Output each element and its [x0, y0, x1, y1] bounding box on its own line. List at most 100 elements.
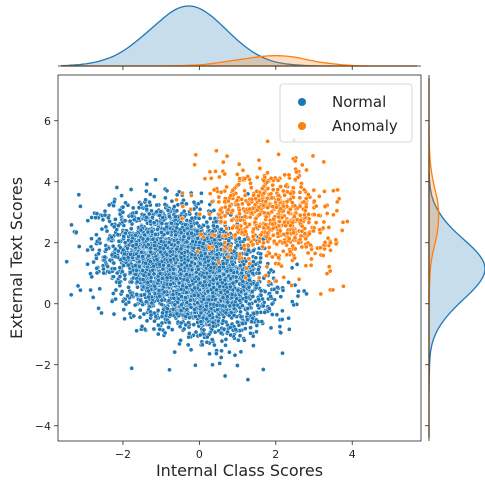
point-normal-2791 — [217, 361, 223, 366]
point-normal-2222 — [262, 289, 268, 294]
point-normal-3482 — [236, 235, 242, 241]
point-anomaly-409 — [302, 208, 308, 214]
x-tick-label: 0 — [196, 448, 203, 461]
point-normal-3406 — [178, 320, 184, 326]
point-normal-3068 — [112, 254, 118, 259]
point-normal-1987 — [188, 347, 194, 353]
point-normal-3996 — [231, 302, 237, 308]
point-normal-2500 — [204, 219, 210, 225]
point-normal-4099 — [227, 284, 233, 290]
point-normal-1172 — [111, 311, 117, 317]
point-anomaly-221 — [296, 276, 302, 282]
point-anomaly-519 — [250, 242, 256, 247]
point-anomaly-188 — [246, 236, 251, 242]
point-anomaly-588 — [222, 213, 228, 219]
point-normal-2524 — [207, 216, 213, 221]
point-anomaly-275 — [273, 278, 279, 284]
point-anomaly-511 — [316, 194, 322, 199]
point-anomaly-627 — [222, 244, 228, 250]
point-normal-1468 — [260, 367, 266, 372]
point-normal-2979 — [123, 200, 128, 206]
point-normal-3852 — [235, 287, 241, 293]
point-anomaly-481 — [244, 265, 249, 271]
point-anomaly-634 — [261, 240, 266, 246]
point-normal-3851 — [140, 277, 146, 283]
point-normal-2628 — [85, 218, 91, 224]
point-normal-2295 — [202, 307, 208, 313]
point-normal-3925 — [145, 280, 151, 285]
point-anomaly-625 — [286, 236, 292, 242]
x-tick-label: −2 — [115, 448, 131, 461]
point-normal-922 — [102, 208, 108, 214]
point-normal-4091 — [202, 279, 207, 285]
point-anomaly-448 — [220, 159, 226, 165]
point-normal-3094 — [114, 185, 120, 190]
point-normal-3282 — [240, 321, 246, 327]
point-anomaly-464 — [290, 200, 295, 206]
point-anomaly-222 — [335, 187, 340, 193]
point-normal-3561 — [259, 319, 265, 324]
point-normal-4187 — [220, 261, 226, 266]
point-normal-3980 — [210, 294, 216, 299]
point-normal-3908 — [210, 320, 216, 325]
point-normal-3687 — [296, 288, 301, 294]
point-anomaly-568 — [180, 204, 186, 209]
point-anomaly-616 — [214, 148, 219, 154]
point-anomaly-567 — [261, 191, 267, 196]
point-anomaly-451 — [264, 253, 269, 259]
point-normal-3677 — [256, 296, 261, 302]
point-normal-4151 — [90, 295, 96, 300]
point-anomaly-315 — [301, 187, 307, 193]
point-anomaly-135 — [280, 248, 286, 254]
point-anomaly-573 — [247, 206, 253, 212]
point-normal-3927 — [119, 193, 124, 198]
point-normal-1301 — [156, 322, 161, 328]
point-normal-4118 — [185, 231, 191, 237]
legend-marker-normal — [298, 98, 306, 106]
point-anomaly-615 — [322, 239, 328, 245]
point-anomaly-599 — [284, 199, 290, 204]
point-normal-4149 — [198, 319, 204, 325]
point-normal-4013 — [183, 295, 188, 300]
point-normal-3976 — [220, 303, 226, 309]
point-normal-3457 — [127, 218, 133, 224]
point-normal-3751 — [251, 248, 256, 253]
point-anomaly-585 — [265, 186, 271, 191]
point-normal-4079 — [258, 288, 264, 294]
point-normal-3887 — [148, 312, 154, 318]
point-anomaly-444 — [271, 238, 277, 244]
point-normal-4039 — [217, 284, 223, 289]
point-normal-3762 — [122, 218, 128, 224]
point-normal-3515 — [228, 332, 233, 338]
point-normal-4043 — [218, 330, 224, 336]
y-tick-label: 4 — [44, 176, 51, 189]
point-anomaly-496 — [322, 203, 328, 209]
point-normal-4112 — [195, 300, 200, 306]
point-normal-3729 — [214, 252, 220, 258]
point-normal-1938 — [257, 259, 263, 265]
point-normal-4185 — [156, 288, 162, 293]
point-anomaly-426 — [290, 185, 296, 191]
top-kde-normal — [61, 5, 418, 67]
point-anomaly-440 — [248, 180, 253, 186]
point-normal-3901 — [174, 311, 180, 317]
point-normal-3889 — [197, 206, 203, 212]
point-normal-3807 — [206, 282, 212, 288]
point-normal-509 — [185, 342, 191, 348]
point-anomaly-0 — [281, 274, 287, 280]
point-anomaly-521 — [239, 230, 245, 235]
point-normal-1266 — [68, 292, 74, 298]
point-normal-3520 — [172, 302, 178, 308]
point-normal-1506 — [171, 204, 177, 209]
point-normal-4161 — [160, 266, 166, 272]
y-tick-label: 0 — [44, 298, 51, 311]
point-normal-2942 — [103, 224, 109, 230]
point-normal-4174 — [178, 271, 184, 277]
point-anomaly-24 — [188, 207, 194, 212]
point-normal-3758 — [215, 318, 221, 324]
point-anomaly-523 — [309, 256, 314, 262]
point-normal-3794 — [241, 284, 247, 290]
point-normal-4067 — [158, 249, 163, 255]
point-anomaly-518 — [242, 176, 248, 181]
point-normal-3951 — [207, 351, 212, 357]
